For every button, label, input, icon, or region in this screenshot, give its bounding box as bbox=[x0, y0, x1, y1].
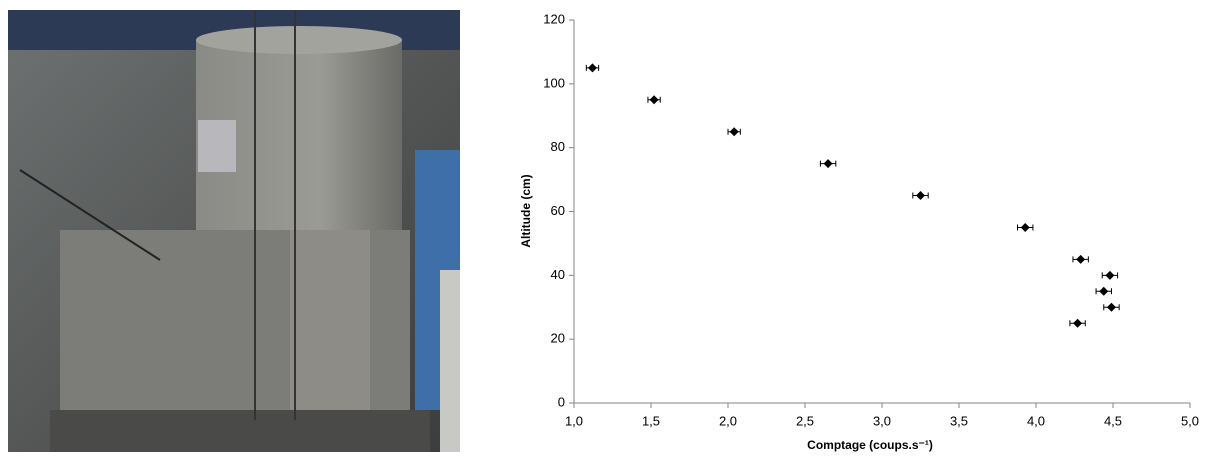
point bbox=[1020, 222, 1030, 232]
point bbox=[587, 63, 597, 73]
x-tick-label: 1,5 bbox=[642, 413, 660, 428]
x-tick-label: 3,0 bbox=[873, 413, 891, 428]
point bbox=[649, 95, 659, 105]
y-tick-label: 80 bbox=[551, 139, 565, 154]
x-tick-label: 3,5 bbox=[950, 413, 968, 428]
y-tick-label: 120 bbox=[543, 11, 565, 26]
x-tick-label: 2,5 bbox=[796, 413, 814, 428]
y-tick-label: 0 bbox=[558, 394, 565, 409]
x-tick-label: 5,0 bbox=[1181, 413, 1199, 428]
point bbox=[729, 127, 739, 137]
x-axis-label: Comptage (coups.s⁻¹) bbox=[807, 438, 933, 452]
y-tick-label: 60 bbox=[551, 203, 565, 218]
photo bbox=[8, 10, 460, 452]
point bbox=[1105, 270, 1115, 280]
point bbox=[1106, 302, 1116, 312]
chart: Comptage (coups.s⁻¹) Altitude (cm) 0 20 40… bbox=[519, 11, 1199, 452]
point bbox=[916, 191, 925, 201]
x-tick-label: 4,5 bbox=[1104, 413, 1122, 428]
point bbox=[1076, 254, 1086, 264]
y-tick-label: 100 bbox=[543, 75, 565, 90]
point bbox=[1099, 286, 1109, 296]
y-tick-label: 40 bbox=[551, 267, 565, 282]
point bbox=[1073, 318, 1083, 328]
y-axis-label: Altitude (cm) bbox=[519, 174, 533, 247]
x-tick-label: 1,0 bbox=[565, 413, 583, 428]
x-tick-label: 4,0 bbox=[1027, 413, 1045, 428]
point bbox=[823, 159, 833, 169]
y-tick-label: 20 bbox=[551, 331, 565, 346]
x-tick-label: 2,0 bbox=[719, 413, 737, 428]
